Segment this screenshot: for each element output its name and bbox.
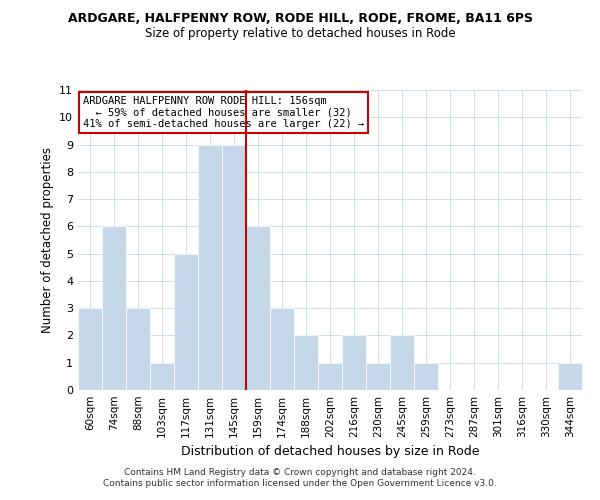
Bar — [558, 362, 582, 390]
Bar — [78, 308, 102, 390]
Bar — [318, 362, 342, 390]
Bar — [198, 144, 222, 390]
Text: ARDGARE HALFPENNY ROW RODE HILL: 156sqm
  ← 59% of detached houses are smaller (: ARDGARE HALFPENNY ROW RODE HILL: 156sqm … — [83, 96, 364, 129]
Bar — [342, 336, 366, 390]
Bar — [270, 308, 294, 390]
Bar — [390, 336, 414, 390]
Bar — [126, 308, 150, 390]
Bar — [150, 362, 174, 390]
Text: ARDGARE, HALFPENNY ROW, RODE HILL, RODE, FROME, BA11 6PS: ARDGARE, HALFPENNY ROW, RODE HILL, RODE,… — [67, 12, 533, 26]
Text: Contains HM Land Registry data © Crown copyright and database right 2024.
Contai: Contains HM Land Registry data © Crown c… — [103, 468, 497, 487]
Text: Size of property relative to detached houses in Rode: Size of property relative to detached ho… — [145, 28, 455, 40]
Bar — [246, 226, 270, 390]
Bar — [414, 362, 438, 390]
Bar — [222, 144, 246, 390]
Y-axis label: Number of detached properties: Number of detached properties — [41, 147, 53, 333]
Bar — [174, 254, 198, 390]
X-axis label: Distribution of detached houses by size in Rode: Distribution of detached houses by size … — [181, 446, 479, 458]
Bar — [102, 226, 126, 390]
Bar — [294, 336, 318, 390]
Bar — [366, 362, 390, 390]
